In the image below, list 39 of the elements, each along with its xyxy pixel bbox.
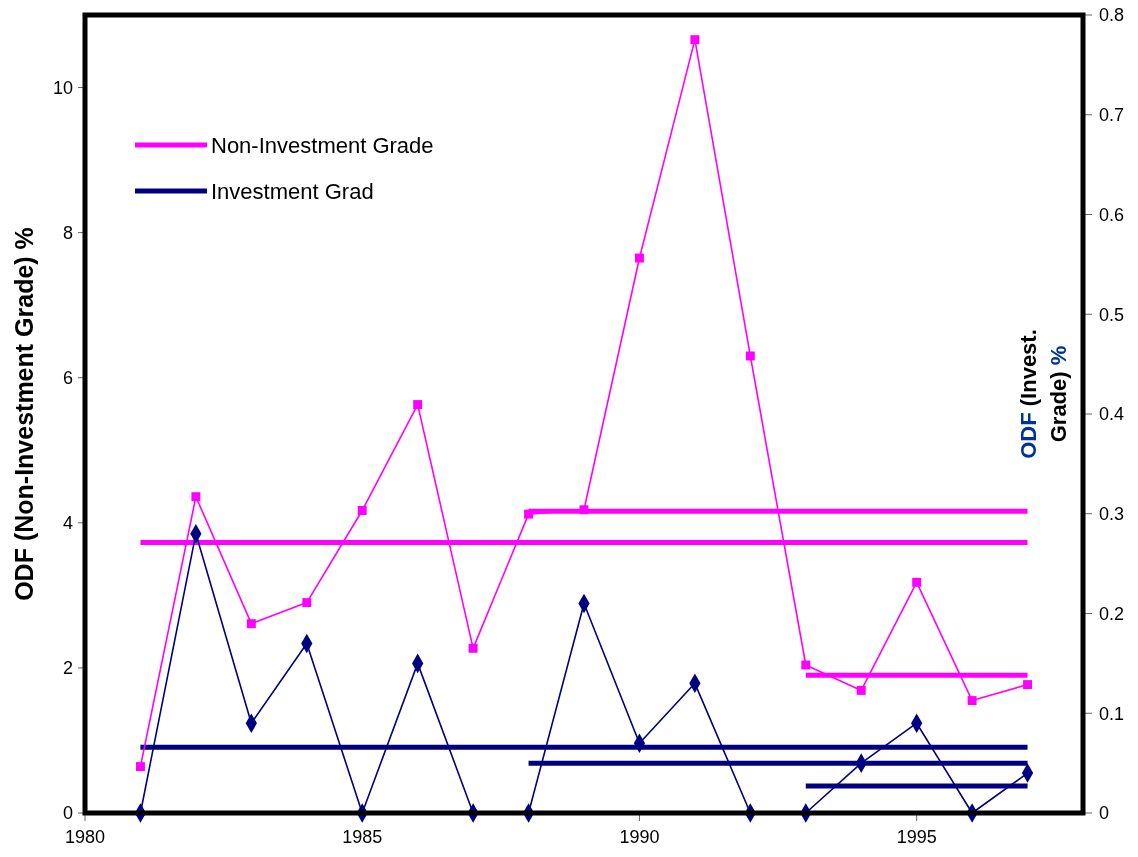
point: [524, 509, 534, 519]
x-tick-label: 1990: [619, 827, 660, 847]
y-tick-label: 10: [52, 77, 73, 98]
legend-label: Investment Grad: [211, 178, 374, 204]
y2-tick-label: 0.4: [1099, 404, 1125, 425]
point: [690, 35, 700, 45]
y-tick-label: 0: [62, 803, 73, 824]
point: [912, 577, 922, 587]
y-tick-label: 8: [62, 222, 73, 243]
y-tick-label: 4: [62, 513, 73, 534]
point: [745, 351, 755, 361]
point: [579, 505, 589, 515]
point: [357, 506, 367, 515]
y2-tick-label: 0: [1099, 803, 1110, 824]
y2-tick-label: 0.2: [1099, 603, 1125, 624]
x-tick-label: 1995: [896, 827, 937, 847]
point: [246, 619, 256, 629]
point: [856, 685, 866, 695]
point: [191, 492, 201, 502]
y2-tick-label: 0.3: [1099, 504, 1125, 525]
point: [1023, 680, 1033, 690]
x-tick-label: 1980: [64, 827, 106, 847]
point: [634, 253, 644, 263]
y2-tick-label: 0.1: [1099, 703, 1125, 724]
point: [967, 696, 977, 706]
y2-tick-label: 0.7: [1099, 105, 1125, 126]
point: [413, 400, 423, 410]
point: [468, 643, 478, 653]
y-tick-label: 2: [62, 658, 73, 679]
point: [135, 762, 145, 772]
point: [801, 660, 811, 670]
legend-label: Non-Investment Grade: [211, 132, 434, 158]
y-axis-title: ODF (Non-Investment Grade) %: [10, 227, 38, 601]
y2-tick-label: 0.8: [1099, 5, 1125, 26]
y-tick-label: 6: [62, 368, 73, 389]
y2-tick-label: 0.5: [1099, 304, 1125, 325]
y2-tick-label: 0.6: [1099, 204, 1125, 225]
point: [302, 598, 312, 608]
x-tick-label: 1985: [342, 827, 383, 847]
